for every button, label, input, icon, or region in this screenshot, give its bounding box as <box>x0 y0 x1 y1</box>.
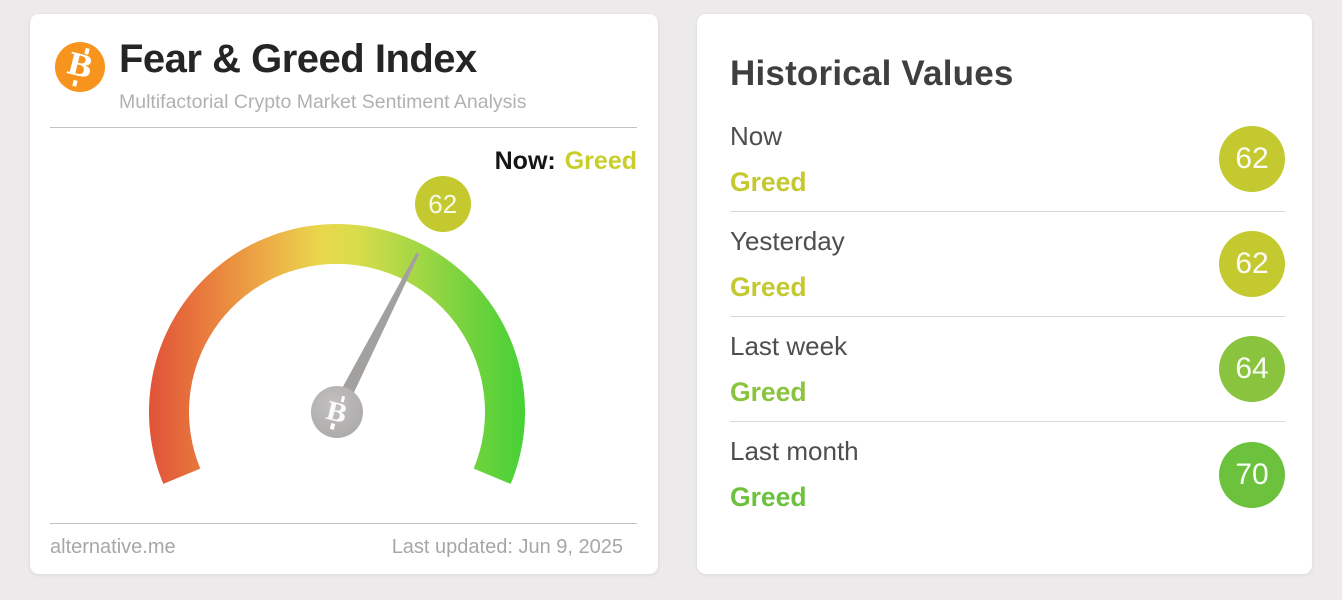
history-row-last-week: Last week Greed 64 <box>730 317 1285 422</box>
row-value-badge: 62 <box>1219 126 1285 192</box>
historical-values-card: Historical Values Now Greed 62 Yesterday… <box>697 14 1312 574</box>
row-text: Last week Greed <box>730 331 847 408</box>
history-row-last-month: Last month Greed 70 <box>730 422 1285 527</box>
row-label: Now <box>730 120 783 151</box>
gauge-arc <box>148 223 525 484</box>
gauge-hub: B <box>311 386 363 438</box>
historical-title: Historical Values <box>730 54 1014 93</box>
row-value-badge: 64 <box>1219 336 1285 402</box>
row-classification: Greed <box>730 376 807 407</box>
header-titles: Fear & Greed Index Multifactorial Crypto… <box>119 36 526 114</box>
history-row-yesterday: Yesterday Greed 62 <box>730 212 1285 317</box>
fear-greed-header: B Fear & Greed Index Multifactorial Cryp… <box>55 36 526 114</box>
current-sentiment-line: Now: Greed <box>495 147 637 176</box>
bitcoin-hub-icon: B <box>323 395 351 429</box>
row-text: Yesterday Greed <box>730 226 845 303</box>
now-label: Now: <box>494 147 556 175</box>
bitcoin-b-glyph: B <box>63 46 97 87</box>
source-link[interactable]: alternative.me <box>50 536 176 558</box>
fear-greed-card: B Fear & Greed Index Multifactorial Cryp… <box>30 14 658 574</box>
gauge-value-badge: 62 <box>414 176 471 233</box>
last-updated: Last updated: Jun 9, 2025 <box>391 536 623 558</box>
row-classification: Greed <box>730 271 807 302</box>
row-text: Now Greed <box>730 121 807 198</box>
row-text: Last month Greed <box>730 436 859 513</box>
row-classification: Greed <box>730 166 807 197</box>
now-classification: Greed <box>564 147 637 175</box>
footer-divider <box>50 523 637 524</box>
header-divider <box>50 127 637 128</box>
row-label: Last week <box>730 330 848 361</box>
row-classification: Greed <box>730 482 807 512</box>
card-subtitle: Multifactorial Crypto Market Sentiment A… <box>119 91 527 113</box>
history-row-now: Now Greed 62 <box>730 107 1285 212</box>
row-label: Yesterday <box>730 225 845 256</box>
row-value-badge: 62 <box>1219 231 1285 297</box>
row-label: Last month <box>730 436 859 466</box>
row-value-badge: 70 <box>1219 441 1285 508</box>
bitcoin-icon: B <box>55 42 105 92</box>
historical-rows: Now Greed 62 Yesterday Greed 62 Last wee… <box>730 107 1285 527</box>
card-title: Fear & Greed Index <box>119 37 477 81</box>
